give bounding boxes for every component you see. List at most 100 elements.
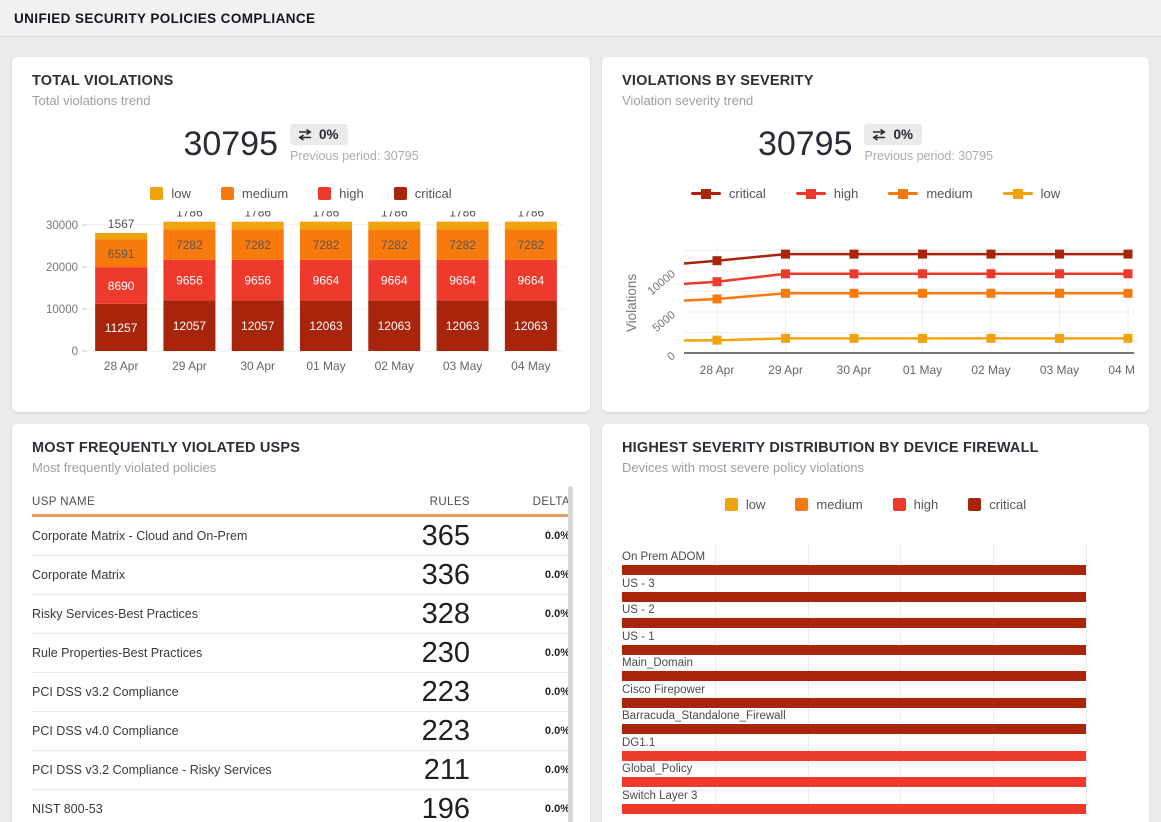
table-row[interactable]: Corporate Matrix - Cloud and On-Prem 365… xyxy=(32,517,570,556)
device-row[interactable]: Barracuda_Standalone_Firewall xyxy=(622,709,1127,734)
device-row[interactable]: On Prem ADOM xyxy=(622,550,1127,575)
kpi-violations-by-severity: 30795 0% Previous period: 30795 xyxy=(622,124,1129,164)
svg-text:1786: 1786 xyxy=(244,211,271,220)
compare-arrows-icon xyxy=(872,128,887,141)
legend-item-medium[interactable]: medium xyxy=(888,186,973,201)
usp-name: Rule Properties-Best Practices xyxy=(32,646,203,660)
svg-text:9656: 9656 xyxy=(244,274,271,288)
kpi-value: 30795 xyxy=(183,125,278,163)
device-row[interactable]: US - 2 xyxy=(622,603,1127,628)
legend-violations-by-severity: critical high medium low xyxy=(622,186,1129,201)
table-row[interactable]: NIST 800-53 196 0.0% xyxy=(32,790,570,822)
device-row[interactable]: US - 3 xyxy=(622,577,1127,602)
svg-text:29 Apr: 29 Apr xyxy=(172,359,207,373)
table-row[interactable]: Risky Services-Best Practices 328 0.0% xyxy=(32,595,570,634)
usp-name: Corporate Matrix - Cloud and On-Prem xyxy=(32,529,248,543)
device-label: DG1.1 xyxy=(622,736,656,749)
svg-text:30 Apr: 30 Apr xyxy=(837,363,872,377)
column-header-rules[interactable]: RULES xyxy=(429,495,470,508)
low-swatch xyxy=(724,498,738,511)
line-chart-svg: 28 Apr 29 Apr 30 Apr 01 May 02 May 03 May 04 M… xyxy=(624,247,1148,377)
delta-value: 0.0% xyxy=(544,686,570,698)
rules-count: 328 xyxy=(421,597,470,630)
delta-value: 0.0% xyxy=(544,530,570,542)
delta-value: 0.0% xyxy=(544,608,570,620)
high-swatch xyxy=(318,187,332,200)
page-title: UNIFIED SECURITY POLICIES COMPLIANCE xyxy=(14,10,316,26)
delta-value: 0.0% xyxy=(544,647,570,659)
device-row[interactable]: US - 1 xyxy=(622,630,1127,655)
panel-severity-by-device-title: HIGHEST SEVERITY DISTRIBUTION BY DEVICE … xyxy=(622,440,1039,456)
usps-table-body: Corporate Matrix - Cloud and On-Prem 365… xyxy=(32,517,570,822)
device-label: Cisco Firepower xyxy=(622,683,706,696)
svg-text:8690: 8690 xyxy=(108,279,135,293)
device-row[interactable]: DG1.1 xyxy=(622,736,1127,761)
svg-text:1786: 1786 xyxy=(313,211,340,220)
table-row[interactable]: PCI DSS v4.0 Compliance 223 0.0% xyxy=(32,712,570,751)
device-severity-bar-critical xyxy=(622,697,1086,708)
table-row[interactable]: PCI DSS v3.2 Compliance 223 0.0% xyxy=(32,673,570,712)
legend-item-high[interactable]: high xyxy=(892,497,938,512)
device-label: Barracuda_Standalone_Firewall xyxy=(622,710,786,722)
kpi-delta-value: 0% xyxy=(318,127,339,142)
rules-count: 196 xyxy=(421,792,470,822)
column-header-delta[interactable]: DELTA xyxy=(532,495,570,508)
table-row[interactable]: Rule Properties-Best Practices 230 0.0% xyxy=(32,634,570,673)
svg-text:11257: 11257 xyxy=(105,321,138,335)
delta-value: 0.0% xyxy=(544,764,570,776)
legend-item-low[interactable]: low xyxy=(150,186,191,201)
line-chart-violation-severity[interactable]: 28 Apr 29 Apr 30 Apr 01 May 02 May 03 May 04 M… xyxy=(622,211,1148,396)
critical-swatch xyxy=(968,498,982,511)
table-scrollbar-thumb[interactable] xyxy=(568,486,573,822)
legend-severity-by-device: low medium high critical xyxy=(622,497,1129,512)
app-header: UNIFIED SECURITY POLICIES COMPLIANCE xyxy=(0,0,1161,37)
table-row[interactable]: Corporate Matrix 336 0.0% xyxy=(32,556,570,595)
stacked-bar-svg: 0 10000 20000 30000 11257 8690 6591 1567 28 Apr 1… xyxy=(46,206,565,373)
kpi-previous-period: Previous period: 30795 xyxy=(289,149,419,163)
svg-text:7282: 7282 xyxy=(244,238,271,252)
stacked-bar-chart-total-violations[interactable]: 0 10000 20000 30000 11257 8690 6591 1567 28 Apr 1… xyxy=(32,206,570,392)
legend-item-critical[interactable]: critical xyxy=(968,497,1026,512)
kpi-delta-value: 0% xyxy=(893,127,913,142)
device-row[interactable]: Switch Layer 3 xyxy=(622,789,1127,814)
svg-text:28 Apr: 28 Apr xyxy=(700,363,735,377)
usp-name: Corporate Matrix xyxy=(32,568,126,582)
device-severity-bar-critical xyxy=(622,565,1086,575)
rules-count: 223 xyxy=(421,675,470,708)
gridline xyxy=(1086,544,1087,814)
legend-item-high[interactable]: high xyxy=(795,186,858,201)
svg-text:30000: 30000 xyxy=(46,220,78,232)
svg-text:01 May: 01 May xyxy=(306,359,345,373)
usp-name: Risky Services-Best Practices xyxy=(32,607,199,621)
svg-text:12063: 12063 xyxy=(514,319,548,333)
device-row[interactable]: Global_Policy xyxy=(622,762,1127,787)
device-severity-bar-high xyxy=(622,777,1086,787)
legend-item-low[interactable]: low xyxy=(1002,186,1060,201)
device-label: On Prem ADOM xyxy=(622,551,706,563)
legend-item-critical[interactable]: critical xyxy=(393,186,452,201)
svg-text:9656: 9656 xyxy=(176,274,203,288)
svg-text:12063: 12063 xyxy=(378,319,412,333)
device-row[interactable]: Main_Domain xyxy=(622,656,1127,681)
legend-item-high[interactable]: high xyxy=(318,186,364,201)
svg-text:6591: 6591 xyxy=(108,247,135,261)
legend-item-medium[interactable]: medium xyxy=(795,497,863,512)
horizontal-bar-chart-devices[interactable]: On Prem ADOM US - 3 US - 2 US - 1 Main_Domai… xyxy=(622,544,1127,814)
device-severity-bar-critical xyxy=(622,591,1086,602)
panel-severity-by-device-firewall: HIGHEST SEVERITY DISTRIBUTION BY DEVICE … xyxy=(602,424,1149,822)
device-row[interactable]: Cisco Firepower xyxy=(622,683,1127,708)
legend-item-critical[interactable]: critical xyxy=(690,186,766,201)
usp-name: NIST 800-53 xyxy=(32,802,103,816)
device-label: US - 3 xyxy=(622,577,655,590)
svg-text:1786: 1786 xyxy=(176,211,203,220)
column-header-usp-name[interactable]: USP NAME xyxy=(32,495,96,508)
svg-text:04 May: 04 May xyxy=(511,359,550,373)
table-row[interactable]: PCI DSS v3.2 Compliance - Risky Services… xyxy=(32,751,570,790)
legend-item-low[interactable]: low xyxy=(724,497,765,512)
high-line-marker xyxy=(795,188,826,199)
panel-violations-by-severity-subtitle: Violation severity trend xyxy=(622,93,754,108)
legend-item-medium[interactable]: medium xyxy=(220,186,288,201)
svg-text:9664: 9664 xyxy=(381,274,408,288)
device-severity-bar-high xyxy=(622,803,1086,814)
rules-count: 223 xyxy=(421,714,470,747)
